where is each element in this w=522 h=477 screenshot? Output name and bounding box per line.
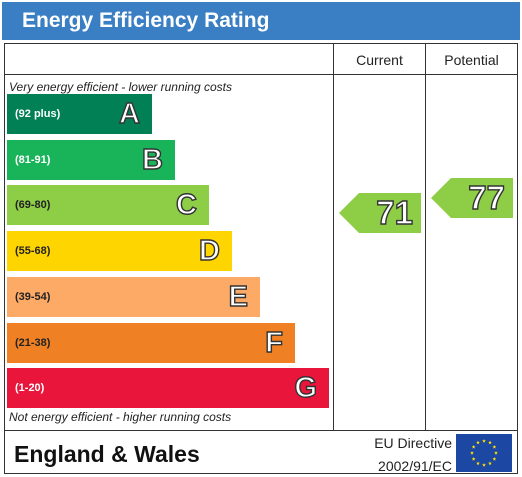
eu-flag-icon — [456, 434, 512, 472]
band-d: (55-68) D — [7, 231, 232, 271]
band-letter: B — [141, 143, 163, 176]
column-potential-header: Potential — [444, 52, 499, 68]
star-icon — [482, 439, 486, 443]
band-b: (81-91) B — [7, 140, 175, 180]
column-current-header: Current — [356, 52, 403, 68]
title-bar: Energy Efficiency Rating — [2, 2, 520, 40]
star-icon — [494, 451, 498, 455]
current-rating-value: 71 — [376, 193, 414, 231]
arrow-shape — [431, 178, 513, 218]
band-letter: C — [175, 188, 197, 221]
header-divider — [4, 74, 518, 75]
band-letter: F — [265, 326, 284, 359]
note-efficient: Very energy efficient - lower running co… — [9, 80, 232, 94]
chart-title: Energy Efficiency Rating — [22, 9, 270, 32]
directive-label: EU Directive — [374, 435, 452, 451]
footer-divider — [4, 430, 518, 431]
divider-potential — [425, 43, 426, 431]
star-icon — [482, 463, 486, 467]
star-icon — [471, 457, 476, 461]
band-g: (1-20) G — [7, 368, 329, 408]
rating-frame — [4, 43, 518, 474]
star-icon — [476, 440, 480, 445]
band-range-label: (81-91) — [15, 154, 51, 166]
band-range-label: (1-20) — [15, 382, 45, 394]
band-range-label: (21-38) — [15, 337, 51, 349]
band-range-label: (55-68) — [15, 245, 51, 257]
current-rating-arrow: 71 — [339, 193, 421, 233]
star-icon — [492, 457, 497, 461]
potential-rating-arrow: 77 — [431, 178, 513, 218]
star-icon — [488, 440, 492, 445]
star-icon — [470, 451, 474, 455]
band-e: (39-54) E — [7, 277, 260, 317]
band-letter: E — [228, 280, 249, 313]
region-label: England & Wales — [14, 441, 200, 467]
band-c: (69-80) C — [7, 185, 209, 225]
band-letter: D — [198, 234, 220, 267]
arrow-shape — [339, 193, 421, 233]
band-letter: G — [294, 371, 318, 404]
note-inefficient: Not energy efficient - higher running co… — [9, 410, 232, 424]
star-icon — [488, 461, 492, 466]
band-f: (21-38) F — [7, 323, 295, 363]
band-range-label: (92 plus) — [15, 108, 61, 120]
star-icon — [471, 445, 476, 449]
divider-current — [333, 43, 334, 431]
band-a: (92 plus) A — [7, 94, 152, 134]
potential-rating-value: 77 — [468, 178, 506, 216]
band-range-label: (39-54) — [15, 291, 51, 303]
star-icon — [476, 461, 480, 466]
band-letter: A — [118, 97, 140, 130]
band-range-label: (69-80) — [15, 199, 51, 211]
directive-number: 2002/91/EC — [378, 458, 452, 474]
star-icon — [492, 445, 497, 449]
